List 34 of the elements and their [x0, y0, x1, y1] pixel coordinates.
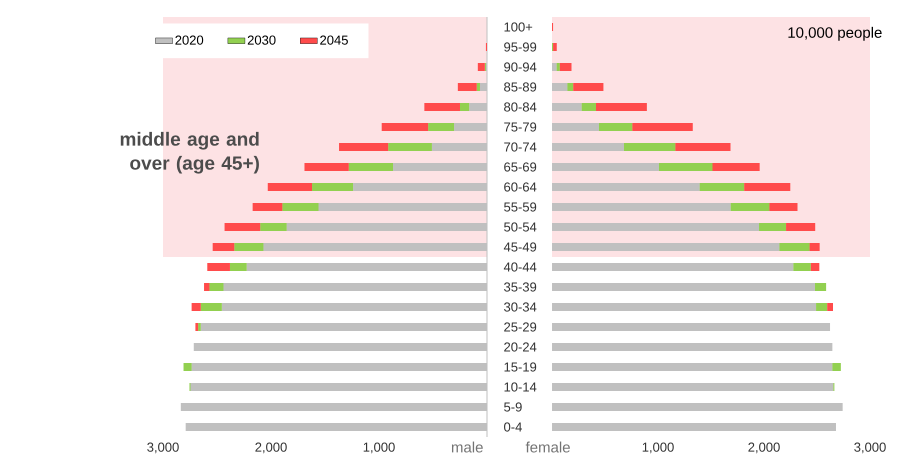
legend-label: 2020 [175, 36, 204, 45]
y-tick-label: 90-94 [504, 62, 536, 72]
x-tick-label: 1,000 [364, 442, 395, 454]
y-tick-label: 20-24 [504, 342, 536, 352]
y-tick-label: 65-69 [504, 162, 536, 172]
y-tick-label: 100+ [504, 22, 532, 32]
annotation: 10,000 people [788, 26, 882, 41]
x-tick-label: 3,000 [147, 442, 179, 454]
y-tick-label: 55-59 [504, 202, 536, 212]
x-tick-label: 3,000 [854, 442, 886, 454]
x-axis-title: male [452, 442, 483, 453]
legend-label: 2030 [248, 36, 276, 45]
y-tick-label: 30-34 [504, 302, 536, 312]
x-tick-label: 1,000 [642, 442, 674, 454]
y-tick-label: 35-39 [504, 282, 536, 292]
y-tick-label: 25-29 [504, 322, 536, 332]
x-axis-title: female [526, 442, 570, 453]
y-tick-label: 60-64 [504, 182, 536, 192]
y-tick-label: 75-79 [504, 122, 536, 132]
y-tick-label: 95-99 [504, 42, 536, 52]
y-tick-label: 45-49 [504, 242, 536, 252]
legend-label: 2045 [320, 36, 348, 45]
y-tick-label: 70-74 [504, 142, 536, 152]
y-tick-label: 0-4 [504, 422, 522, 432]
x-tick-label: 2,000 [255, 442, 287, 454]
y-tick-label: 15-19 [504, 362, 536, 372]
y-tick-label: 50-54 [504, 222, 536, 232]
x-tick-label: 2,000 [748, 442, 780, 454]
y-tick-label: 80-84 [504, 102, 536, 112]
y-tick-label: 85-89 [504, 82, 536, 92]
y-tick-label: 40-44 [504, 262, 536, 272]
y-tick-label: 5-9 [504, 402, 522, 412]
band-label: middle age and over (age 45+) [120, 132, 259, 174]
y-tick-label: 10-14 [504, 382, 536, 392]
